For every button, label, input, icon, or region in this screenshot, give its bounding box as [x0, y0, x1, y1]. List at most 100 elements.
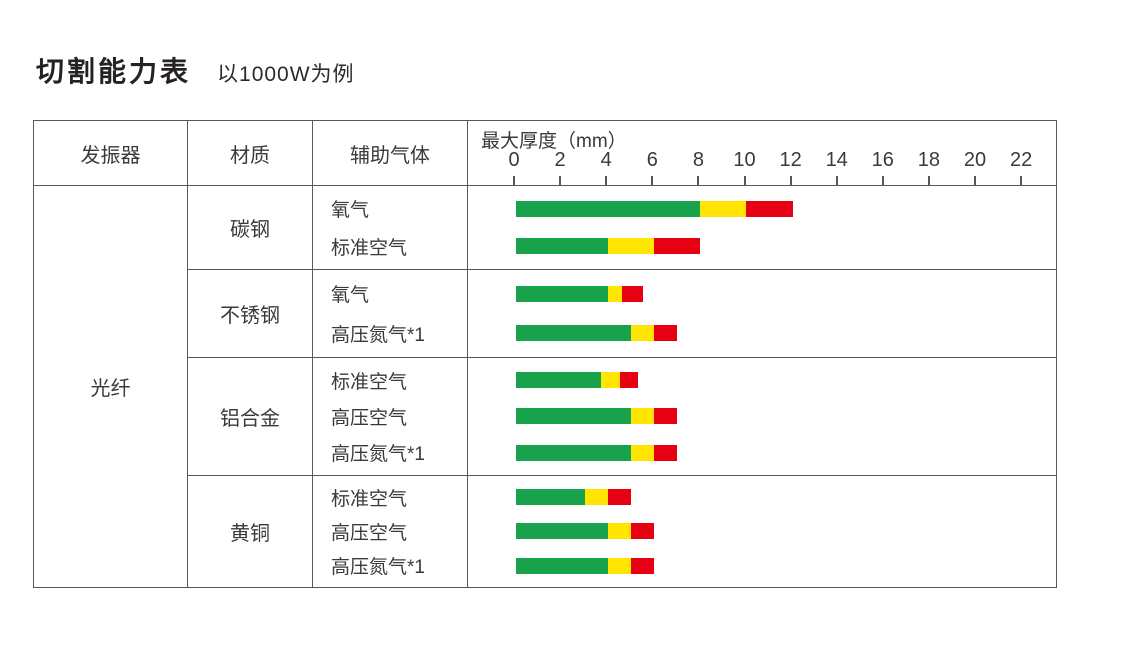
bar-segment-yellow [631, 444, 655, 461]
bar-row [468, 514, 1056, 548]
gas-label: 高压空气 [331, 407, 408, 429]
axis-tick-label: 8 [692, 149, 704, 171]
gas-label: 标准空气 [331, 488, 408, 510]
bar-segment-green [516, 444, 632, 461]
material-cell: 黄铜 [188, 476, 313, 587]
gas-cell: 标准空气 高压空气 高压氮气*1 [313, 476, 468, 587]
table-header-row: 发振器 材质 辅助气体 最大厚度（mm） 0 2 4 6 8 10 12 14 16 18 20 22 [34, 121, 1056, 186]
bar-segment-green [516, 523, 609, 540]
material-cell: 不锈钢 [188, 270, 313, 357]
bar-segment-green [516, 238, 609, 255]
chart-cell [468, 358, 1056, 475]
gas-label: 高压氮气*1 [331, 444, 425, 466]
bar-segment-yellow [608, 557, 632, 574]
axis-tick-label: 12 [779, 149, 802, 171]
bar-row [468, 480, 1056, 514]
gas-label: 氧气 [331, 200, 370, 222]
page-title: 切割能力表 [36, 56, 192, 87]
material-groups: 碳钢 氧气 标准空气 不锈钢 氧气 高压氮气*1 铝合金 标准空气 高压空气 高压氮气*1 黄铜 标准… [188, 186, 1056, 587]
axis-tick-label: 2 [554, 149, 566, 171]
gas-label: 标准空气 [331, 371, 408, 393]
axis-tick-mark [789, 176, 792, 185]
axis-tick-mark [697, 176, 700, 185]
bar-segment-green [516, 408, 632, 425]
bar-row [468, 435, 1056, 471]
material-group: 不锈钢 氧气高压氮气*1 [188, 269, 1056, 357]
axis-tick-mark [605, 176, 608, 185]
axis-tick-mark [881, 176, 884, 185]
axis-tick-label: 6 [646, 149, 658, 171]
bar-segment-yellow [700, 200, 747, 217]
gas-label: 氧气 [331, 285, 370, 307]
bar-segment-green [516, 285, 609, 302]
header-oscillator: 发振器 [34, 121, 188, 185]
axis-tick-label: 10 [733, 149, 756, 171]
oscillator-cell: 光纤 [34, 186, 188, 587]
axis-tick-label: 0 [508, 149, 520, 171]
chart-cell [468, 186, 1056, 269]
material-cell: 铝合金 [188, 358, 313, 475]
material-cell: 碳钢 [188, 186, 313, 269]
header-material: 材质 [188, 121, 313, 185]
capacity-bar [516, 444, 678, 461]
material-group: 碳钢 氧气标准空气 [188, 186, 1056, 269]
bar-row [468, 398, 1056, 434]
axis-tick-mark [651, 176, 654, 185]
axis-tick-label: 20 [963, 149, 987, 171]
axis-header-cell: 最大厚度（mm） 0 2 4 6 8 10 12 14 16 18 20 22 [468, 121, 1056, 185]
axis-tick-label: 18 [917, 149, 941, 171]
gas-cell: 氧气高压氮气*1 [313, 270, 468, 357]
bar-segment-red [654, 325, 678, 342]
bar-segment-red [631, 523, 655, 540]
bar-segment-red [746, 200, 793, 217]
material-group: 铝合金 标准空气高压空气高压氮气*1 [188, 357, 1056, 475]
capacity-bar [516, 557, 655, 574]
gas-label: 高压氮气*1 [331, 557, 425, 579]
gas-label: 标准空气 [331, 237, 408, 259]
title-row: 切割能力表 以1000W为例 [36, 50, 355, 90]
axis-tick-label: 4 [600, 149, 612, 171]
material-group: 黄铜 标准空气 高压空气 高压氮气*1 [188, 475, 1056, 587]
axis-tick-mark [927, 176, 930, 185]
bar-segment-yellow [585, 489, 609, 506]
bar-segment-green [516, 200, 701, 217]
axis-tick-label: 22 [1009, 149, 1033, 171]
header-gas: 辅助气体 [313, 121, 468, 185]
bar-segment-green [516, 557, 609, 574]
axis-tick-mark [559, 176, 562, 185]
axis-tick-mark [974, 176, 976, 185]
capacity-bar [516, 285, 643, 302]
bar-segment-green [516, 489, 586, 506]
table-body: 光纤 碳钢 氧气 标准空气 不锈钢 氧气 高压氮气*1 铝合金 标准空气 高压空气 高压氮气*1 黄… [34, 186, 1056, 587]
gas-label: 高压氮气*1 [331, 324, 425, 346]
bar-segment-red [654, 408, 678, 425]
axis-tick-label: 16 [871, 149, 894, 171]
bar-segment-green [516, 372, 602, 389]
capacity-bar [516, 489, 632, 506]
bar-row [468, 228, 1056, 266]
axis-tick-mark [513, 176, 515, 185]
bar-segment-red [608, 489, 632, 506]
bar-row [468, 190, 1056, 228]
axis-tick-mark [743, 176, 746, 185]
capacity-bar [516, 408, 678, 425]
bar-segment-yellow [608, 285, 623, 302]
gas-cell: 氧气 标准空气 [313, 186, 468, 269]
bar-row [468, 314, 1056, 354]
bar-row [468, 549, 1056, 583]
bar-segment-yellow [601, 372, 620, 389]
capacity-bar [516, 200, 793, 217]
page-subtitle: 以1000W为例 [217, 63, 355, 86]
bar-row [468, 274, 1056, 314]
bar-segment-yellow [608, 523, 632, 540]
capacity-bar [516, 372, 639, 389]
bar-segment-green [516, 325, 632, 342]
capacity-bar [516, 325, 678, 342]
chart-cell [468, 476, 1056, 587]
bar-segment-red [654, 444, 678, 461]
axis-tick-label: 14 [825, 149, 848, 171]
gas-cell: 标准空气高压空气高压氮气*1 [313, 358, 468, 475]
bar-segment-red [654, 238, 701, 255]
bar-row [468, 362, 1056, 398]
